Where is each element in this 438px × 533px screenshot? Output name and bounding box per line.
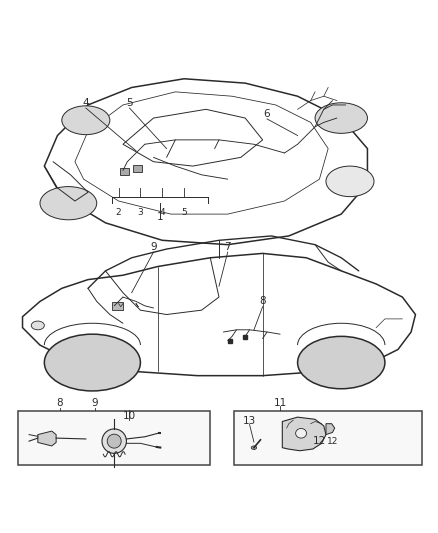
Text: 12: 12 [327,437,339,446]
Text: 9: 9 [91,398,98,408]
Bar [112,302,123,310]
Text: 8: 8 [259,296,266,306]
Ellipse shape [296,429,307,438]
Text: 8: 8 [57,398,63,408]
Text: 5: 5 [181,207,187,216]
Text: 6: 6 [264,109,270,119]
Bar [18,410,210,465]
Ellipse shape [326,166,374,197]
Text: 2: 2 [116,207,121,216]
Text: 10: 10 [123,411,136,421]
Text: 3: 3 [138,207,143,216]
Text: 12: 12 [313,436,326,446]
Text: 9: 9 [150,242,157,252]
Ellipse shape [62,106,110,135]
Text: 4: 4 [159,207,165,216]
Circle shape [107,434,121,448]
Ellipse shape [251,446,257,449]
Ellipse shape [31,321,44,330]
Ellipse shape [44,334,141,391]
Text: 7: 7 [224,242,231,252]
Text: 5: 5 [126,98,133,108]
Bar [133,165,142,172]
Ellipse shape [297,336,385,389]
Circle shape [102,429,127,454]
Ellipse shape [315,103,367,133]
Polygon shape [326,424,335,434]
Polygon shape [283,417,326,451]
Text: 4: 4 [82,98,89,108]
Text: 1: 1 [157,212,163,222]
Bar [120,168,129,175]
Ellipse shape [40,187,97,220]
Polygon shape [38,431,56,446]
Bar [234,410,422,465]
Text: 11: 11 [273,398,287,408]
Text: 13: 13 [243,416,256,426]
